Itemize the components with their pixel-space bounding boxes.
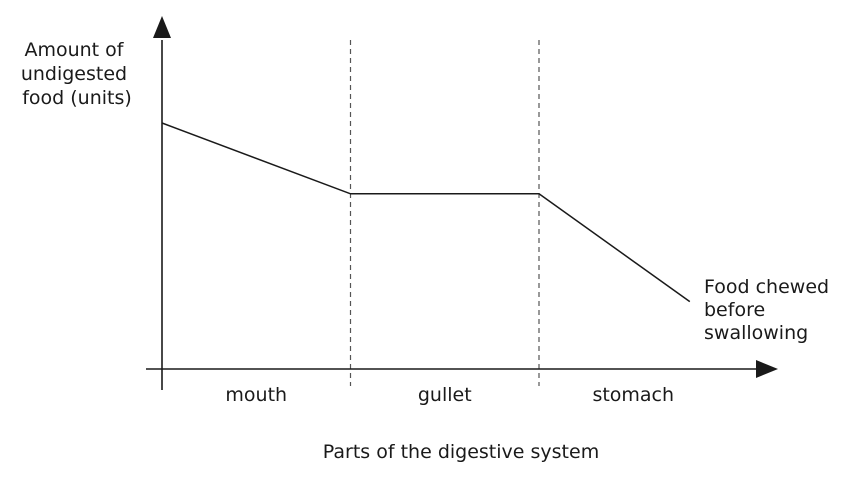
series-annotation-line-3: swallowing [704, 322, 808, 344]
series-annotation-line-2: before [704, 299, 765, 321]
series-line [161, 122, 691, 303]
y-axis-label-line-2: undigested [21, 63, 127, 85]
series-annotation: Food chewed before swallowing [704, 276, 835, 344]
x-axis-label: Parts of the digestive system [323, 441, 599, 463]
category-label-gullet: gullet [418, 384, 472, 406]
series-group [161, 122, 691, 303]
category-label-mouth: mouth [225, 384, 287, 406]
section-dividers [349, 40, 540, 386]
y-axis-label: Amount of undigested food (units) [21, 39, 133, 109]
y-axis-label-line-1: Amount of [24, 39, 124, 61]
y-axis-arrow [153, 16, 171, 38]
category-label-stomach: stomach [592, 384, 674, 406]
y-axis-label-line-3: food (units) [22, 87, 132, 109]
x-axis-arrow [756, 360, 778, 378]
axes [146, 16, 778, 390]
category-labels: mouth gullet stomach [225, 384, 674, 406]
series-annotation-line-1: Food chewed [704, 276, 829, 298]
